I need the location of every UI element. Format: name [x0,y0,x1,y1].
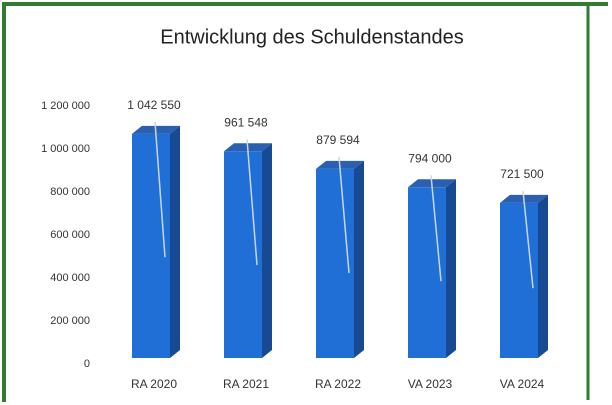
leader-line [522,190,534,289]
leader-line [154,121,166,258]
y-tick-label: 800 000 [50,186,90,198]
y-tick-label: 200 000 [50,315,90,327]
value-label: 1 042 550 [127,98,181,112]
value-label: 879 594 [316,133,360,147]
bar-side [170,125,180,359]
value-label: 961 548 [224,115,268,129]
x-tick-label: VA 2024 [500,377,545,391]
chart-title: Entwicklung des Schuldenstandes [160,26,464,48]
bar-side [354,160,364,358]
y-tick-label: 1 000 000 [41,143,90,155]
bar-side [538,194,548,358]
bar-side [446,179,456,358]
value-label: 721 500 [500,167,544,181]
y-tick-label: 400 000 [50,272,90,284]
y-tick-label: 0 [84,358,90,370]
leader-line [338,156,350,273]
x-tick-label: RA 2021 [223,377,269,391]
x-tick-label: VA 2023 [408,377,453,391]
bar-side [262,143,272,358]
x-tick-label: RA 2020 [131,377,177,391]
y-tick-label: 600 000 [50,229,90,241]
y-tick-label: 1 200 000 [41,100,90,112]
leader-line [246,139,258,266]
value-label: 794 000 [408,151,452,165]
leader-line [430,175,442,282]
x-tick-label: RA 2022 [315,377,361,391]
frame [2,2,608,402]
